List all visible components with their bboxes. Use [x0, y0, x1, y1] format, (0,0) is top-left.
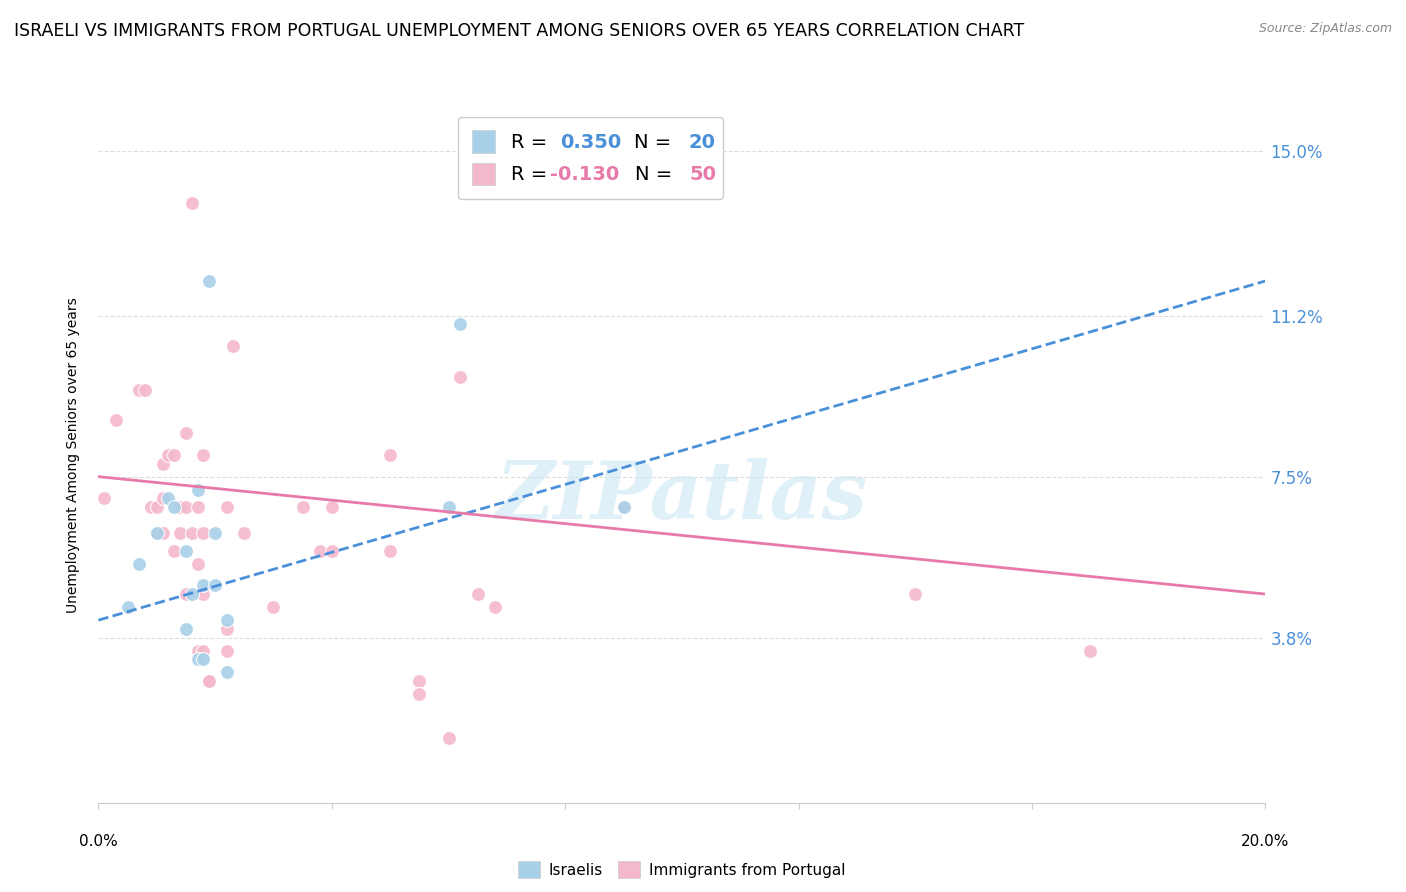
Point [321, 543, 343, 558]
Point [93, 491, 115, 506]
Point [139, 500, 162, 514]
Point [146, 526, 169, 541]
Point [291, 500, 314, 514]
Point [198, 674, 221, 689]
Point [163, 500, 186, 514]
Point [157, 491, 180, 506]
Point [215, 665, 238, 680]
Point [163, 543, 186, 558]
Point [437, 500, 460, 514]
Point [233, 526, 256, 541]
Point [193, 448, 215, 462]
Point [612, 500, 634, 514]
Point [152, 491, 174, 506]
Point [198, 674, 221, 689]
Text: 20.0%: 20.0% [1241, 834, 1289, 849]
Point [169, 526, 191, 541]
Point [309, 543, 332, 558]
Point [169, 500, 191, 514]
Point [180, 526, 202, 541]
Point [215, 643, 238, 657]
Text: N =: N = [609, 133, 678, 152]
Point [408, 687, 430, 701]
Point [204, 526, 226, 541]
Text: 20: 20 [689, 133, 716, 152]
Point [321, 500, 343, 514]
Point [187, 500, 209, 514]
Point [408, 674, 430, 689]
Point [117, 600, 139, 615]
Text: 0.0%: 0.0% [79, 834, 118, 849]
Point [174, 587, 197, 601]
Point [152, 457, 174, 471]
Point [152, 526, 174, 541]
Point [437, 731, 460, 745]
Text: 0.350: 0.350 [560, 133, 621, 152]
Point [187, 643, 209, 657]
Point [146, 500, 169, 514]
Point [484, 600, 506, 615]
Point [174, 622, 197, 636]
Point [221, 339, 243, 353]
Point [449, 369, 471, 384]
Point [193, 587, 215, 601]
Point [612, 500, 634, 514]
Point [174, 500, 197, 514]
Point [215, 613, 238, 627]
Point [180, 587, 202, 601]
Text: ZIPatlas: ZIPatlas [496, 458, 868, 535]
Point [128, 383, 150, 397]
Point [174, 426, 197, 441]
Point [146, 526, 169, 541]
Point [449, 318, 471, 332]
Text: R =: R = [510, 165, 553, 185]
Point [378, 543, 402, 558]
Text: Source: ZipAtlas.com: Source: ZipAtlas.com [1258, 22, 1392, 36]
Point [104, 413, 127, 427]
Point [193, 526, 215, 541]
Point [262, 600, 284, 615]
Point [163, 448, 186, 462]
Point [904, 587, 927, 601]
Point [193, 643, 215, 657]
Point [467, 587, 489, 601]
Text: 50: 50 [689, 165, 716, 185]
Point [180, 195, 202, 210]
Point [187, 483, 209, 497]
Point [1080, 643, 1102, 657]
Text: N =: N = [610, 165, 679, 185]
Text: -0.130: -0.130 [550, 165, 620, 185]
Point [174, 543, 197, 558]
Point [215, 622, 238, 636]
Point [193, 652, 215, 666]
Y-axis label: Unemployment Among Seniors over 65 years: Unemployment Among Seniors over 65 years [66, 297, 80, 613]
Text: R =: R = [510, 133, 560, 152]
Point [215, 500, 238, 514]
Legend: Israelis, Immigrants from Portugal: Israelis, Immigrants from Portugal [510, 854, 853, 886]
Point [198, 274, 221, 288]
Point [187, 652, 209, 666]
Point [378, 448, 402, 462]
Point [193, 578, 215, 592]
Point [134, 383, 156, 397]
Point [187, 557, 209, 571]
Point [128, 557, 150, 571]
Point [204, 578, 226, 592]
Text: ISRAELI VS IMMIGRANTS FROM PORTUGAL UNEMPLOYMENT AMONG SENIORS OVER 65 YEARS COR: ISRAELI VS IMMIGRANTS FROM PORTUGAL UNEM… [14, 22, 1025, 40]
Point [157, 448, 180, 462]
